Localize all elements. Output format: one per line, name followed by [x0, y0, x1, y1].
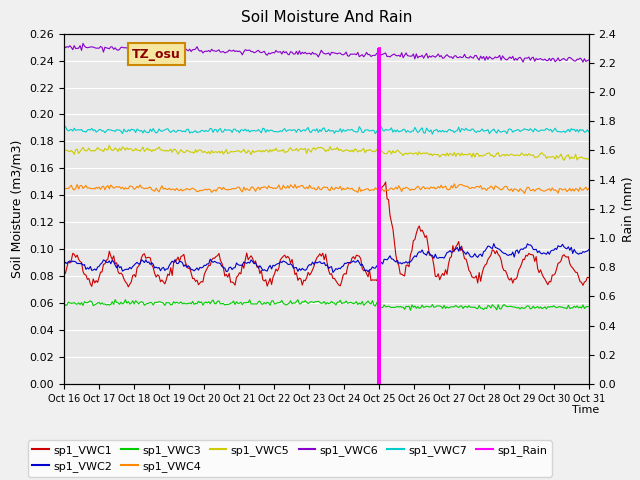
sp1_VWC3 — [559, 304, 566, 310]
sp1_VWC6 — [60, 43, 68, 49]
sp1_VWC7 — [60, 125, 68, 131]
sp1_VWC1 — [559, 253, 566, 259]
sp1_VWC2 — [60, 262, 68, 267]
sp1_VWC1 — [244, 257, 252, 263]
sp1_VWC5 — [557, 151, 565, 157]
sp1_VWC5 — [585, 156, 593, 162]
sp1_VWC4 — [243, 186, 251, 192]
sp1_VWC4 — [290, 185, 298, 191]
sp1_VWC3 — [111, 297, 119, 302]
sp1_VWC4 — [585, 186, 593, 192]
sp1_VWC2 — [329, 270, 337, 276]
sp1_VWC5 — [236, 149, 243, 155]
sp1_VWC6 — [79, 40, 87, 46]
sp1_VWC1 — [60, 272, 68, 277]
sp1_VWC1 — [125, 284, 132, 290]
Line: sp1_VWC1: sp1_VWC1 — [64, 182, 589, 287]
sp1_VWC7 — [236, 130, 243, 135]
sp1_VWC6 — [126, 45, 134, 51]
sp1_VWC6 — [585, 57, 593, 63]
Line: sp1_VWC3: sp1_VWC3 — [64, 300, 589, 310]
sp1_VWC5 — [560, 157, 568, 163]
Legend: sp1_VWC1, sp1_VWC2, sp1_VWC3, sp1_VWC4, sp1_VWC5, sp1_VWC6, sp1_VWC7, sp1_Rain: sp1_VWC1, sp1_VWC2, sp1_VWC3, sp1_VWC4, … — [28, 440, 552, 477]
sp1_VWC1 — [218, 260, 226, 266]
sp1_VWC3 — [126, 301, 134, 307]
sp1_VWC6 — [244, 48, 252, 53]
sp1_VWC6 — [291, 51, 299, 57]
sp1_VWC3 — [60, 300, 68, 306]
sp1_VWC7 — [585, 129, 593, 135]
Line: sp1_VWC5: sp1_VWC5 — [64, 145, 589, 160]
sp1_VWC5 — [60, 147, 68, 153]
sp1_VWC3 — [244, 300, 252, 306]
sp1_VWC3 — [218, 301, 226, 307]
Line: sp1_VWC2: sp1_VWC2 — [64, 244, 589, 273]
sp1_VWC2 — [290, 265, 298, 271]
sp1_VWC2 — [559, 241, 566, 247]
Y-axis label: Rain (mm): Rain (mm) — [622, 176, 635, 241]
sp1_VWC3 — [406, 307, 414, 313]
sp1_VWC1 — [126, 281, 134, 287]
sp1_VWC7 — [559, 129, 566, 134]
Line: sp1_VWC4: sp1_VWC4 — [64, 184, 589, 193]
sp1_VWC1 — [382, 179, 390, 185]
sp1_VWC2 — [125, 266, 132, 272]
sp1_VWC1 — [236, 270, 243, 276]
sp1_VWC7 — [291, 127, 299, 133]
Y-axis label: Soil Moisture (m3/m3): Soil Moisture (m3/m3) — [11, 140, 24, 278]
X-axis label: Time: Time — [572, 405, 599, 415]
sp1_VWC6 — [579, 59, 587, 65]
sp1_VWC4 — [125, 186, 132, 192]
sp1_VWC5 — [218, 148, 226, 154]
sp1_VWC2 — [243, 261, 251, 266]
Line: sp1_VWC6: sp1_VWC6 — [64, 43, 589, 62]
sp1_VWC4 — [216, 185, 224, 191]
sp1_VWC2 — [234, 262, 242, 267]
sp1_VWC3 — [585, 304, 593, 310]
Line: sp1_VWC7: sp1_VWC7 — [64, 126, 589, 134]
sp1_VWC4 — [451, 181, 458, 187]
sp1_VWC4 — [520, 191, 528, 196]
sp1_VWC6 — [557, 57, 565, 63]
sp1_VWC7 — [126, 128, 134, 134]
sp1_VWC3 — [236, 300, 243, 306]
sp1_VWC3 — [291, 300, 299, 306]
sp1_VWC2 — [585, 247, 593, 252]
Text: TZ_osu: TZ_osu — [132, 48, 181, 60]
Title: Soil Moisture And Rain: Soil Moisture And Rain — [241, 11, 412, 25]
sp1_VWC5 — [244, 147, 252, 153]
sp1_VWC7 — [244, 127, 252, 133]
sp1_VWC4 — [234, 184, 242, 190]
sp1_VWC5 — [291, 147, 299, 153]
sp1_VWC5 — [126, 145, 134, 151]
sp1_VWC6 — [236, 48, 243, 54]
sp1_VWC2 — [216, 261, 224, 266]
sp1_VWC7 — [61, 123, 69, 129]
sp1_VWC2 — [490, 241, 498, 247]
sp1_VWC1 — [585, 275, 593, 280]
sp1_VWC7 — [429, 132, 436, 137]
sp1_VWC4 — [60, 186, 68, 192]
sp1_VWC4 — [559, 187, 566, 193]
sp1_VWC5 — [106, 143, 113, 148]
sp1_VWC7 — [218, 129, 226, 135]
sp1_VWC6 — [218, 49, 226, 55]
sp1_VWC1 — [291, 272, 299, 277]
